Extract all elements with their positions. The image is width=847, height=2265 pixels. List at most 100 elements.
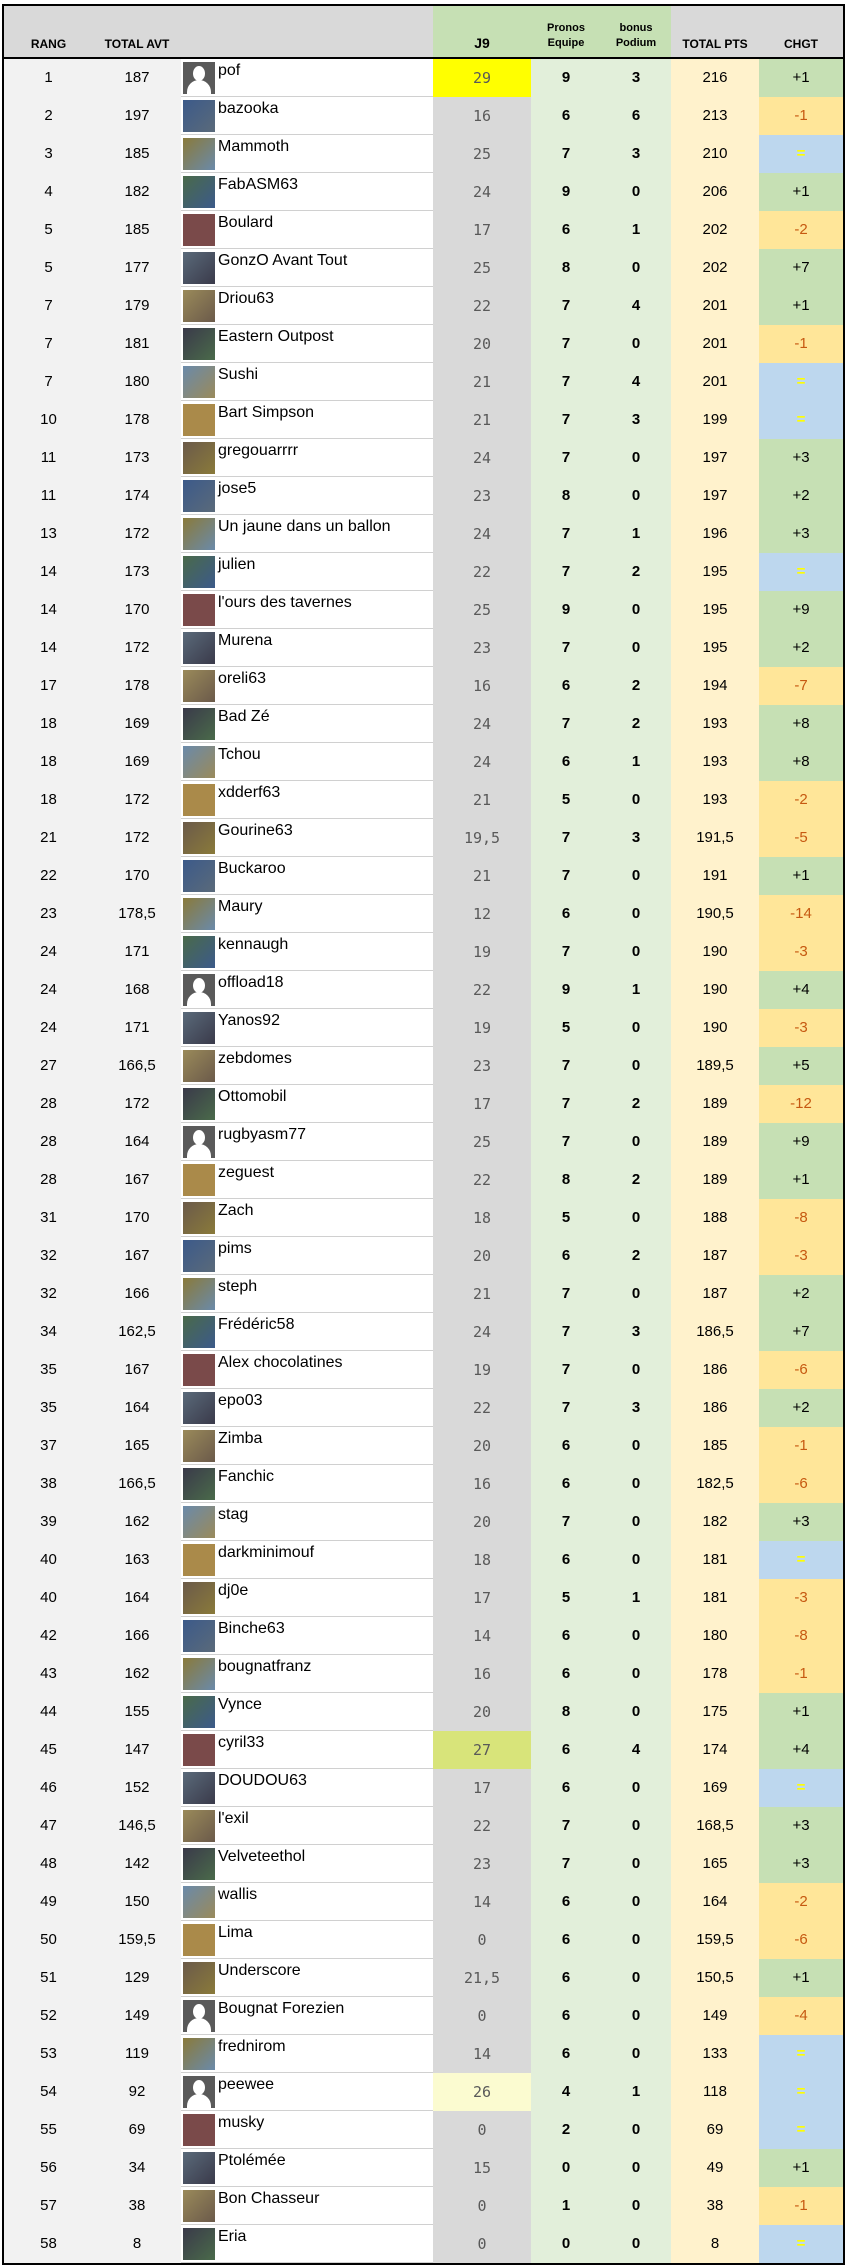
player-name-link[interactable]: Sushi: [218, 366, 259, 383]
table-row[interactable]: 7 180 Sushi 21 7 4 201 =: [4, 362, 843, 401]
table-row[interactable]: 17 178 oreli63 16 6 2 194 -7: [4, 666, 843, 705]
player-name-link[interactable]: Alex chocolatines: [218, 1354, 343, 1371]
avatar[interactable]: [182, 669, 215, 702]
default-avatar-icon[interactable]: [182, 2075, 215, 2108]
avatar[interactable]: [182, 1923, 215, 1956]
table-row[interactable]: 43 162 bougnatfranz 16 6 0 178 -1: [4, 1654, 843, 1693]
avatar[interactable]: [182, 1011, 215, 1044]
player-name-link[interactable]: frednirom: [218, 2038, 286, 2055]
table-row[interactable]: 11 174 jose5 23 8 0 197 +2: [4, 476, 843, 515]
avatar[interactable]: [182, 1429, 215, 1462]
avatar[interactable]: [182, 1505, 215, 1538]
table-row[interactable]: 22 170 Buckaroo 21 7 0 191 +1: [4, 856, 843, 895]
avatar[interactable]: [182, 1581, 215, 1614]
avatar[interactable]: [182, 517, 215, 550]
avatar[interactable]: [182, 2113, 215, 2146]
table-row[interactable]: 37 165 Zimba 20 6 0 185 -1: [4, 1426, 843, 1465]
avatar[interactable]: [182, 783, 215, 816]
player-name-link[interactable]: epo03: [218, 1392, 263, 1409]
default-avatar-icon[interactable]: [182, 61, 215, 94]
table-row[interactable]: 14 173 julien 22 7 2 195 =: [4, 552, 843, 591]
avatar[interactable]: [182, 1771, 215, 1804]
table-row[interactable]: 2 197 bazooka 16 6 6 213 -1: [4, 96, 843, 135]
table-row[interactable]: 21 172 Gourine63 19,5 7 3 191,5 -5: [4, 818, 843, 857]
player-name-link[interactable]: Yanos92: [218, 1012, 280, 1029]
player-name-link[interactable]: Eastern Outpost: [218, 328, 334, 345]
table-row[interactable]: 5 177 GonzO Avant Tout 25 8 0 202 +7: [4, 248, 843, 287]
table-row[interactable]: 40 163 darkminimouf 18 6 0 181 =: [4, 1540, 843, 1579]
table-row[interactable]: 18 169 Bad Zé 24 7 2 193 +8: [4, 704, 843, 743]
avatar[interactable]: [182, 1809, 215, 1842]
avatar[interactable]: [182, 1467, 215, 1500]
default-avatar-icon[interactable]: [182, 1999, 215, 2032]
table-row[interactable]: 28 167 zeguest 22 8 2 189 +1: [4, 1160, 843, 1199]
player-name-link[interactable]: Velveteethol: [218, 1848, 306, 1865]
avatar[interactable]: [182, 1201, 215, 1234]
avatar[interactable]: [182, 1961, 215, 1994]
player-name-link[interactable]: Bon Chasseur: [218, 2190, 320, 2207]
player-name-link[interactable]: darkminimouf: [218, 1544, 315, 1561]
table-row[interactable]: 28 164 rugbyasm77 25 7 0 189 +9: [4, 1122, 843, 1161]
player-name-link[interactable]: cyril33: [218, 1734, 265, 1751]
player-name-link[interactable]: gregouarrrr: [218, 442, 299, 459]
table-row[interactable]: 11 173 gregouarrrr 24 7 0 197 +3: [4, 438, 843, 477]
avatar[interactable]: [182, 289, 215, 322]
table-row[interactable]: 34 162,5 Frédéric58 24 7 3 186,5 +7: [4, 1312, 843, 1351]
player-name-link[interactable]: zebdomes: [218, 1050, 292, 1067]
avatar[interactable]: [182, 1163, 215, 1196]
default-avatar-icon[interactable]: [182, 973, 215, 1006]
table-row[interactable]: 27 166,5 zebdomes 23 7 0 189,5 +5: [4, 1046, 843, 1085]
avatar[interactable]: [182, 213, 215, 246]
avatar[interactable]: [182, 897, 215, 930]
player-name-link[interactable]: Eria: [218, 2228, 247, 2245]
avatar[interactable]: [182, 327, 215, 360]
table-row[interactable]: 51 129 Underscore 21,5 6 0 150,5 +1: [4, 1958, 843, 1997]
avatar[interactable]: [182, 251, 215, 284]
table-row[interactable]: 50 159,5 Lima 0 6 0 159,5 -6: [4, 1920, 843, 1959]
player-name-link[interactable]: GonzO Avant Tout: [218, 252, 348, 269]
player-name-link[interactable]: Maury: [218, 898, 263, 915]
table-row[interactable]: 56 34 Ptolémée 15 0 0 49 +1: [4, 2148, 843, 2187]
avatar[interactable]: [182, 99, 215, 132]
avatar[interactable]: [182, 1657, 215, 1690]
avatar[interactable]: [182, 137, 215, 170]
table-row[interactable]: 42 166 Binche63 14 6 0 180 -8: [4, 1616, 843, 1655]
player-name-link[interactable]: DOUDOU63: [218, 1772, 307, 1789]
player-name-link[interactable]: Mammoth: [218, 138, 290, 155]
avatar[interactable]: [182, 935, 215, 968]
table-row[interactable]: 32 167 pims 20 6 2 187 -3: [4, 1236, 843, 1275]
table-row[interactable]: 14 170 l'ours des tavernes 25 9 0 195 +9: [4, 590, 843, 629]
player-name-link[interactable]: Bart Simpson: [218, 404, 315, 421]
player-name-link[interactable]: Lima: [218, 1924, 253, 1941]
avatar[interactable]: [182, 2227, 215, 2260]
table-row[interactable]: 24 168 offload18 22 9 1 190 +4: [4, 970, 843, 1009]
player-name-link[interactable]: Ptolémée: [218, 2152, 286, 2169]
table-row[interactable]: 7 179 Driou63 22 7 4 201 +1: [4, 286, 843, 325]
table-row[interactable]: 5 185 Boulard 17 6 1 202 -2: [4, 210, 843, 249]
player-name-link[interactable]: pof: [218, 62, 241, 79]
table-row[interactable]: 55 69 musky 0 2 0 69 =: [4, 2110, 843, 2149]
player-name-link[interactable]: Gourine63: [218, 822, 293, 839]
player-name-link[interactable]: bazooka: [218, 100, 279, 117]
player-name-link[interactable]: peewee: [218, 2076, 275, 2093]
table-row[interactable]: 49 150 wallis 14 6 0 164 -2: [4, 1882, 843, 1921]
player-name-link[interactable]: Zach: [218, 1202, 254, 1219]
avatar[interactable]: [182, 593, 215, 626]
avatar[interactable]: [182, 1885, 215, 1918]
table-row[interactable]: 18 172 xdderf63 21 5 0 193 -2: [4, 780, 843, 819]
avatar[interactable]: [182, 479, 215, 512]
player-name-link[interactable]: l'exil: [218, 1810, 249, 1827]
player-name-link[interactable]: pims: [218, 1240, 252, 1257]
table-row[interactable]: 35 164 epo03 22 7 3 186 +2: [4, 1388, 843, 1427]
table-row[interactable]: 46 152 DOUDOU63 17 6 0 169 =: [4, 1768, 843, 1807]
player-name-link[interactable]: julien: [218, 556, 256, 573]
avatar[interactable]: [182, 821, 215, 854]
table-row[interactable]: 35 167 Alex chocolatines 19 7 0 186 -6: [4, 1350, 843, 1389]
player-name-link[interactable]: musky: [218, 2114, 265, 2131]
player-name-link[interactable]: oreli63: [218, 670, 267, 687]
player-name-link[interactable]: Murena: [218, 632, 273, 649]
avatar[interactable]: [182, 1353, 215, 1386]
player-name-link[interactable]: xdderf63: [218, 784, 281, 801]
player-name-link[interactable]: Driou63: [218, 290, 275, 307]
player-name-link[interactable]: zeguest: [218, 1164, 275, 1181]
